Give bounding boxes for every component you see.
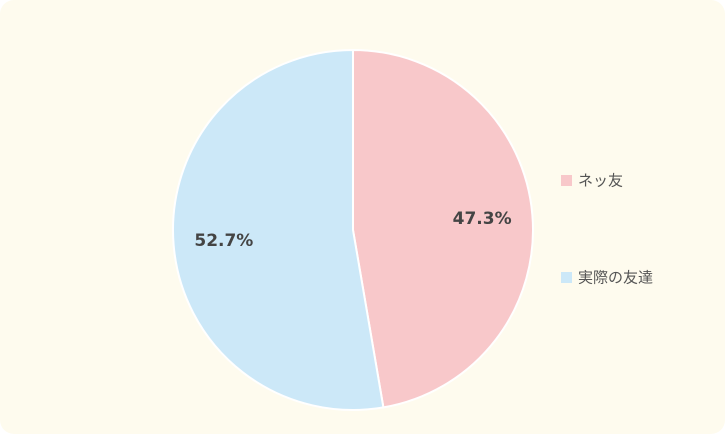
legend-swatch [561, 272, 572, 283]
value-label: 47.3% [453, 209, 512, 229]
legend-label: ネッ友 [578, 172, 623, 190]
pie-slice [172, 48, 385, 411]
legend-swatch [561, 175, 572, 186]
value-label: 52.7% [194, 231, 253, 251]
legend-label: 実際の友達 [578, 269, 653, 287]
pie-slice [352, 48, 534, 409]
